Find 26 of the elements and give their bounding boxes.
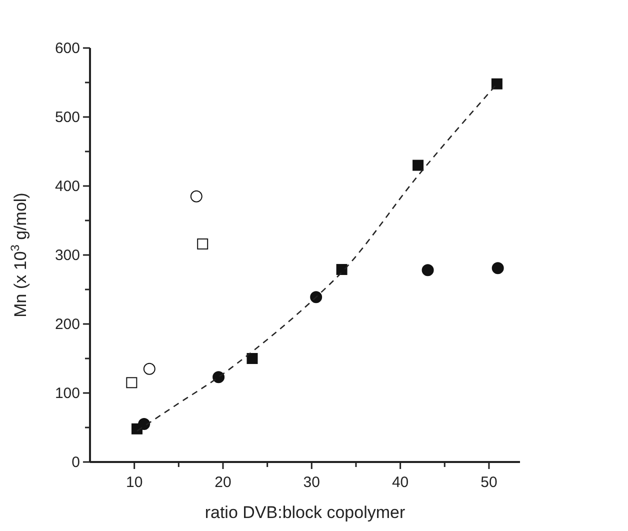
y-tick-label: 0 bbox=[72, 454, 80, 471]
y-tick-label: 100 bbox=[54, 385, 80, 402]
point bbox=[422, 264, 434, 276]
point bbox=[492, 262, 504, 274]
point bbox=[197, 238, 208, 250]
point bbox=[412, 160, 424, 171]
x-axis-title: ratio DVB:block copolymer bbox=[204, 503, 406, 522]
x-tick-label: 10 bbox=[126, 474, 143, 491]
y-tick-label: 200 bbox=[54, 316, 80, 333]
point bbox=[190, 190, 202, 202]
x-tick-label: 20 bbox=[214, 474, 232, 491]
point bbox=[138, 418, 150, 430]
point bbox=[212, 371, 225, 384]
y-tick-label: 600 bbox=[54, 40, 80, 57]
point bbox=[336, 264, 348, 275]
point bbox=[126, 377, 138, 388]
point bbox=[310, 291, 322, 304]
point bbox=[143, 362, 156, 375]
y-tick-label: 500 bbox=[54, 109, 80, 126]
y-tick-label: 400 bbox=[54, 178, 80, 195]
point bbox=[491, 78, 502, 90]
point bbox=[246, 353, 258, 364]
x-tick-label: 40 bbox=[392, 474, 409, 491]
x-tick-label: 30 bbox=[303, 474, 320, 491]
x-tick-label: 50 bbox=[480, 474, 498, 491]
y-tick-label: 300 bbox=[54, 247, 80, 264]
